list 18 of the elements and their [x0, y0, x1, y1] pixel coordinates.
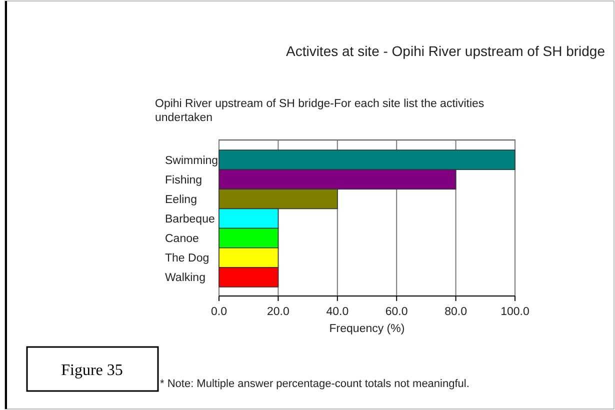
y-tick-label: Swimming [165, 154, 218, 167]
y-tick-label: Walking [165, 272, 206, 284]
x-tick-label: 100.0 [500, 306, 530, 318]
x-axis-title: Frequency (%) [329, 323, 405, 335]
x-tick-label: 60.0 [385, 306, 408, 318]
y-tick-label: Barbeque [165, 214, 215, 226]
x-tick-label: 20.0 [267, 306, 290, 318]
text: * Note: Multiple answer percentage-count totals not meaningful. [160, 378, 470, 390]
y-tick-label: The Dog [165, 252, 210, 265]
x-tick-label: 40.0 [326, 306, 349, 318]
chart-title: Activites at site - Opihi River upstream of SH bridge [286, 43, 606, 59]
x-tick-label: 0.0 [211, 306, 227, 318]
chart-subtitle: Opihi River upstream of SH bridge-For each site list the activities undertaken [155, 98, 484, 124]
y-tick-label: Fishing [165, 174, 202, 186]
y-tick-label: Canoe [165, 233, 199, 246]
x-tick-label: 80.0 [444, 306, 467, 318]
y-tick-label: Eeling [165, 194, 197, 206]
caption: Figure 35 [61, 362, 123, 379]
